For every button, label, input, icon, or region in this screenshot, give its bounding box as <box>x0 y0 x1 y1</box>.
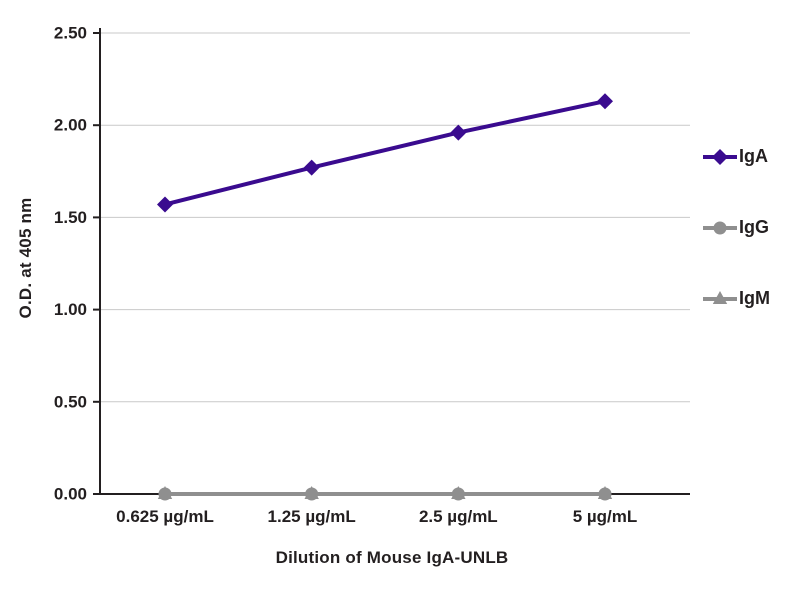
legend-label-igg: IgG <box>739 217 769 237</box>
legend-item-igm: IgM <box>702 288 770 309</box>
y-tick-label: 1.50 <box>54 208 87 227</box>
gridlines <box>100 32 690 403</box>
legend: IgA IgG IgM <box>702 146 770 309</box>
igm-triangle-marker-icon <box>702 290 738 308</box>
legend-label-igm: IgM <box>739 288 770 308</box>
y-tick-label: 2.50 <box>54 24 87 43</box>
y-tick-label: 0.50 <box>54 392 87 411</box>
iga-diamond-marker-icon <box>702 148 738 166</box>
legend-item-iga: IgA <box>702 146 770 167</box>
x-tick-label: 5 µg/mL <box>573 507 638 526</box>
y-tick-label: 0.00 <box>54 485 87 504</box>
y-tick-label: 1.00 <box>54 300 87 319</box>
y-axis-ticks: 0.00 0.50 1.00 1.50 2.00 2.50 <box>54 24 100 504</box>
y-axis-title: O.D. at 405 nm <box>16 197 35 319</box>
legend-item-igg: IgG <box>702 217 770 238</box>
x-tick-label: 0.625 µg/mL <box>116 507 214 526</box>
series-IgA <box>157 93 613 213</box>
legend-label-iga: IgA <box>739 146 768 166</box>
series-IgG <box>158 487 612 501</box>
igg-circle-marker-icon <box>702 219 738 237</box>
x-tick-label: 1.25 µg/mL <box>268 507 356 526</box>
x-axis-labels: 0.625 µg/mL 1.25 µg/mL 2.5 µg/mL 5 µg/mL <box>116 507 637 526</box>
x-axis-title: Dilution of Mouse IgA-UNLB <box>275 548 509 567</box>
x-tick-label: 2.5 µg/mL <box>419 507 498 526</box>
y-tick-label: 2.00 <box>54 116 87 135</box>
